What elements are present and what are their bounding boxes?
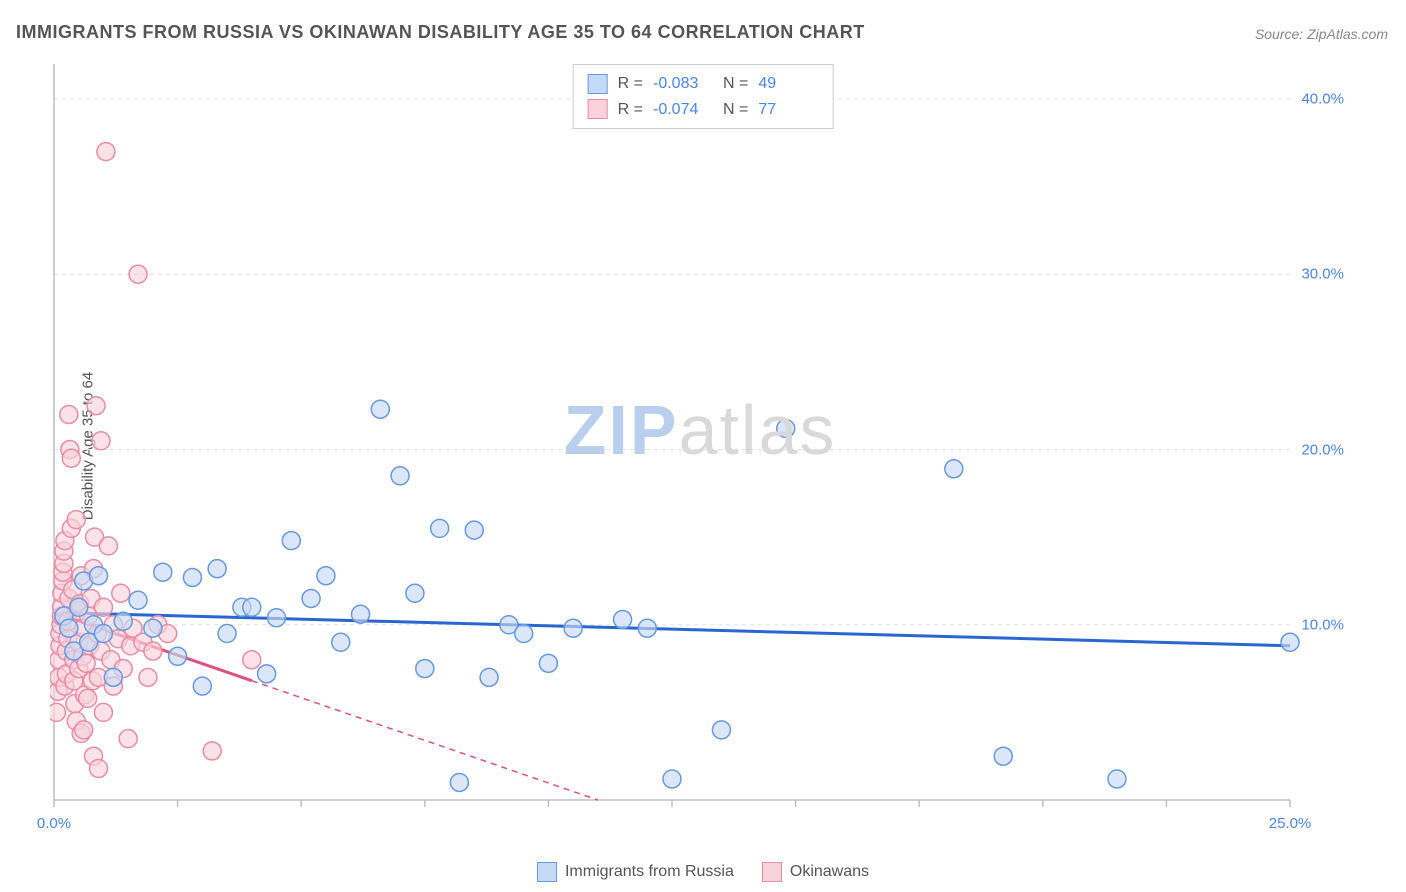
- r-label: R =: [618, 97, 643, 123]
- source-label: Source:: [1255, 26, 1307, 42]
- source-attribution: Source: ZipAtlas.com: [1255, 26, 1388, 42]
- chart-title: IMMIGRANTS FROM RUSSIA VS OKINAWAN DISAB…: [16, 22, 865, 43]
- chart-plot-area: ZIPatlas 10.0%20.0%30.0%40.0%0.0%25.0%: [50, 60, 1350, 830]
- series-legend: Immigrants from Russia Okinawans: [537, 862, 869, 882]
- n-label: N =: [723, 97, 748, 123]
- correlation-legend: R = -0.083 N = 49 R = -0.074 N = 77: [573, 64, 834, 129]
- y-tick-label: 30.0%: [1301, 266, 1344, 283]
- chart-svg: [50, 60, 1350, 830]
- y-tick-label: 40.0%: [1301, 91, 1344, 108]
- n-value-russia: 49: [758, 71, 818, 97]
- x-tick-label: 0.0%: [37, 815, 71, 832]
- swatch-russia-bottom: [537, 862, 557, 882]
- series-legend-okinawans: Okinawans: [762, 862, 869, 882]
- series-legend-russia: Immigrants from Russia: [537, 862, 734, 882]
- x-tick-label: 25.0%: [1269, 815, 1312, 832]
- swatch-okinawans: [588, 99, 608, 119]
- correlation-legend-row-russia: R = -0.083 N = 49: [588, 71, 819, 97]
- swatch-russia: [588, 74, 608, 94]
- n-value-okinawans: 77: [758, 97, 818, 123]
- y-tick-label: 20.0%: [1301, 441, 1344, 458]
- source-value: ZipAtlas.com: [1307, 26, 1388, 42]
- correlation-legend-row-okinawans: R = -0.074 N = 77: [588, 97, 819, 123]
- r-label: R =: [618, 71, 643, 97]
- r-value-russia: -0.083: [653, 71, 713, 97]
- r-value-okinawans: -0.074: [653, 97, 713, 123]
- swatch-okinawans-bottom: [762, 862, 782, 882]
- series-label-russia: Immigrants from Russia: [565, 863, 734, 881]
- n-label: N =: [723, 71, 748, 97]
- y-tick-label: 10.0%: [1301, 616, 1344, 633]
- series-label-okinawans: Okinawans: [790, 863, 869, 881]
